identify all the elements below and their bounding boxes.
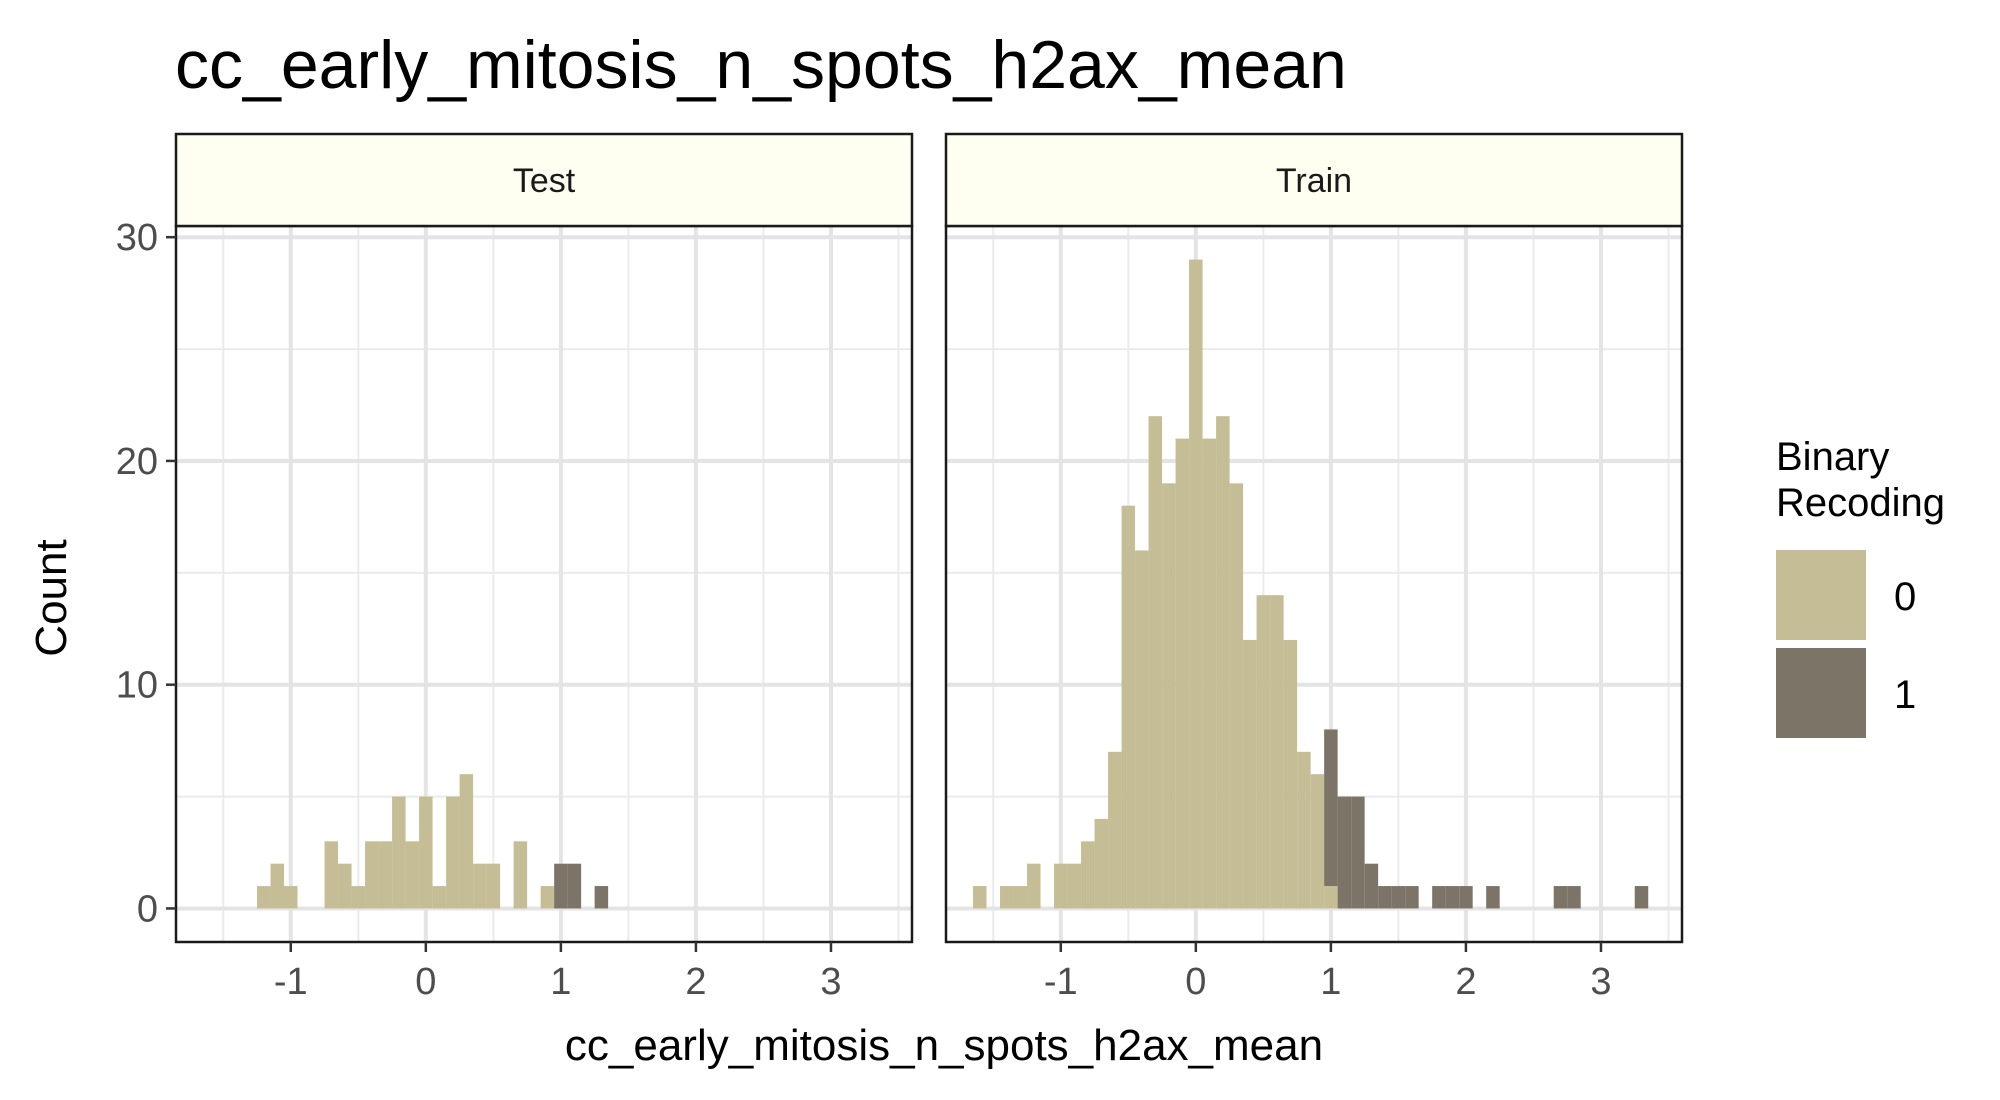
histogram-bar-class-0: [270, 863, 285, 909]
histogram-bar-class-1: [1432, 886, 1446, 909]
y-tick-label: 10: [116, 665, 158, 707]
histogram-bar-class-0: [1162, 483, 1176, 909]
histogram-bar-class-1: [1634, 886, 1649, 909]
y-tick-label: 0: [137, 888, 158, 930]
x-axis-title: cc_early_mitosis_n_spots_h2ax_mean: [565, 1021, 1323, 1070]
histogram-bar-class-0: [405, 841, 420, 909]
chart-title: cc_early_mitosis_n_spots_h2ax_mean: [175, 27, 1347, 103]
histogram-bar-class-0: [1013, 886, 1028, 909]
y-axis-title: Count: [27, 539, 76, 656]
histogram-bar-class-0: [1216, 416, 1230, 909]
histogram-bar-class-0: [257, 886, 271, 909]
facet-panels: Test -1 0 1 2 3 Train -1 0 1 2 3: [174, 132, 1684, 1003]
x-tick-label: 0: [415, 961, 436, 1003]
x-tick-label: 1: [1320, 961, 1341, 1003]
panel-train: Train -1 0 1 2 3: [944, 132, 1684, 1003]
histogram-bar-class-1: [1337, 796, 1352, 909]
histogram-bar-class-0: [446, 796, 460, 909]
legend-key-0: [1776, 550, 1866, 640]
histogram-bar-class-0: [1148, 416, 1163, 909]
histogram-bar-class-1: [1445, 886, 1460, 909]
histogram-bar-class-0: [1000, 886, 1014, 909]
x-axis-ticks: -1 0 1 2 3: [1044, 942, 1612, 1003]
histogram-bar-class-0: [432, 886, 447, 909]
histogram-bar-class-1: [567, 863, 582, 909]
gridlines: [176, 226, 912, 942]
histogram-bar-class-0: [1027, 863, 1041, 909]
legend-title: Recoding: [1776, 481, 1945, 525]
histogram-bar-class-1: [554, 863, 568, 909]
histogram-bar-class-1: [1405, 886, 1419, 909]
facet-strip-label: Test: [513, 162, 576, 200]
x-axis-ticks: -1 0 1 2 3: [274, 942, 842, 1003]
histogram-bar-class-0: [1081, 841, 1095, 909]
panel-background: [176, 226, 912, 942]
histogram-bar-class-1: [594, 886, 609, 909]
x-tick-label: -1: [274, 961, 308, 1003]
histogram-bar-class-0: [1310, 774, 1325, 909]
legend-label-1: 1: [1894, 673, 1916, 717]
histogram-bar-class-1: [1391, 886, 1406, 909]
histogram-bar-class-0: [1243, 639, 1257, 909]
histogram-bar-class-0: [1175, 438, 1190, 909]
histogram-bar-class-0: [973, 886, 987, 909]
y-axis: 0 10 20 30: [116, 217, 176, 930]
histogram-bar-class-0: [1094, 818, 1109, 909]
x-tick-label: 3: [1590, 961, 1611, 1003]
histogram-bar-class-0: [1202, 438, 1217, 909]
facet-strip-label: Train: [1276, 162, 1352, 200]
histogram-bar-class-0: [338, 863, 352, 909]
x-tick-label: 0: [1185, 961, 1206, 1003]
x-tick-label: 1: [550, 961, 571, 1003]
x-tick-label: 2: [685, 961, 706, 1003]
histogram-bar-class-1: [1567, 886, 1581, 909]
histogram-bar-class-0: [513, 841, 528, 909]
histogram-bar-class-0: [284, 886, 298, 909]
histogram-bar-class-0: [1189, 259, 1203, 909]
y-tick-label: 20: [116, 441, 158, 483]
histogram-bar-class-0: [1121, 505, 1136, 909]
facet-strip: [944, 132, 1684, 228]
histogram-bar-class-0: [486, 863, 501, 909]
x-tick-label: -1: [1044, 961, 1078, 1003]
histogram-bar-class-0: [1135, 550, 1149, 909]
histogram-bar-class-1: [1459, 886, 1473, 909]
histogram-bar-class-1: [1324, 729, 1338, 887]
histogram-bar-class-0: [392, 796, 406, 909]
histogram-bar-class-0: [1229, 483, 1244, 909]
histogram-bar-class-1: [1486, 886, 1500, 909]
legend-label-0: 0: [1894, 575, 1916, 619]
histogram-bar-class-0: [459, 774, 474, 909]
histogram-bar-class-0: [351, 886, 366, 909]
legend-key-1: [1776, 648, 1866, 738]
panel-test: Test -1 0 1 2 3: [174, 132, 914, 1003]
bars: [973, 259, 1649, 909]
histogram-bar-class-1: [1553, 886, 1568, 909]
histogram-bar-class-0: [419, 796, 433, 909]
histogram-bar-class-0: [1054, 863, 1068, 909]
histogram-bar-class-1: [1364, 863, 1379, 909]
histogram-bar-class-0: [365, 841, 379, 909]
bars: [257, 774, 609, 909]
histogram-bar-class-0: [1297, 751, 1311, 909]
histogram-bar-class-0: [540, 886, 555, 909]
histogram-bar-class-0: [1108, 751, 1122, 909]
histogram-bar-class-0: [1324, 886, 1338, 909]
histogram-bar-class-0: [324, 841, 339, 909]
histogram-bar-class-0: [473, 863, 487, 909]
histogram-bar-class-1: [1351, 796, 1365, 909]
legend-title: Binary: [1776, 435, 1889, 479]
x-tick-label: 3: [820, 961, 841, 1003]
histogram-bar-class-0: [1283, 639, 1298, 909]
histogram-bar-class-0: [1270, 595, 1284, 909]
y-tick-label: 30: [116, 217, 158, 259]
histogram-bar-class-0: [1256, 595, 1271, 909]
histogram-bar-class-0: [1067, 863, 1082, 909]
histogram-bar-class-1: [1378, 886, 1392, 909]
facet-strip: [174, 132, 914, 228]
histogram-bar-class-0: [378, 841, 393, 909]
x-tick-label: 2: [1455, 961, 1476, 1003]
